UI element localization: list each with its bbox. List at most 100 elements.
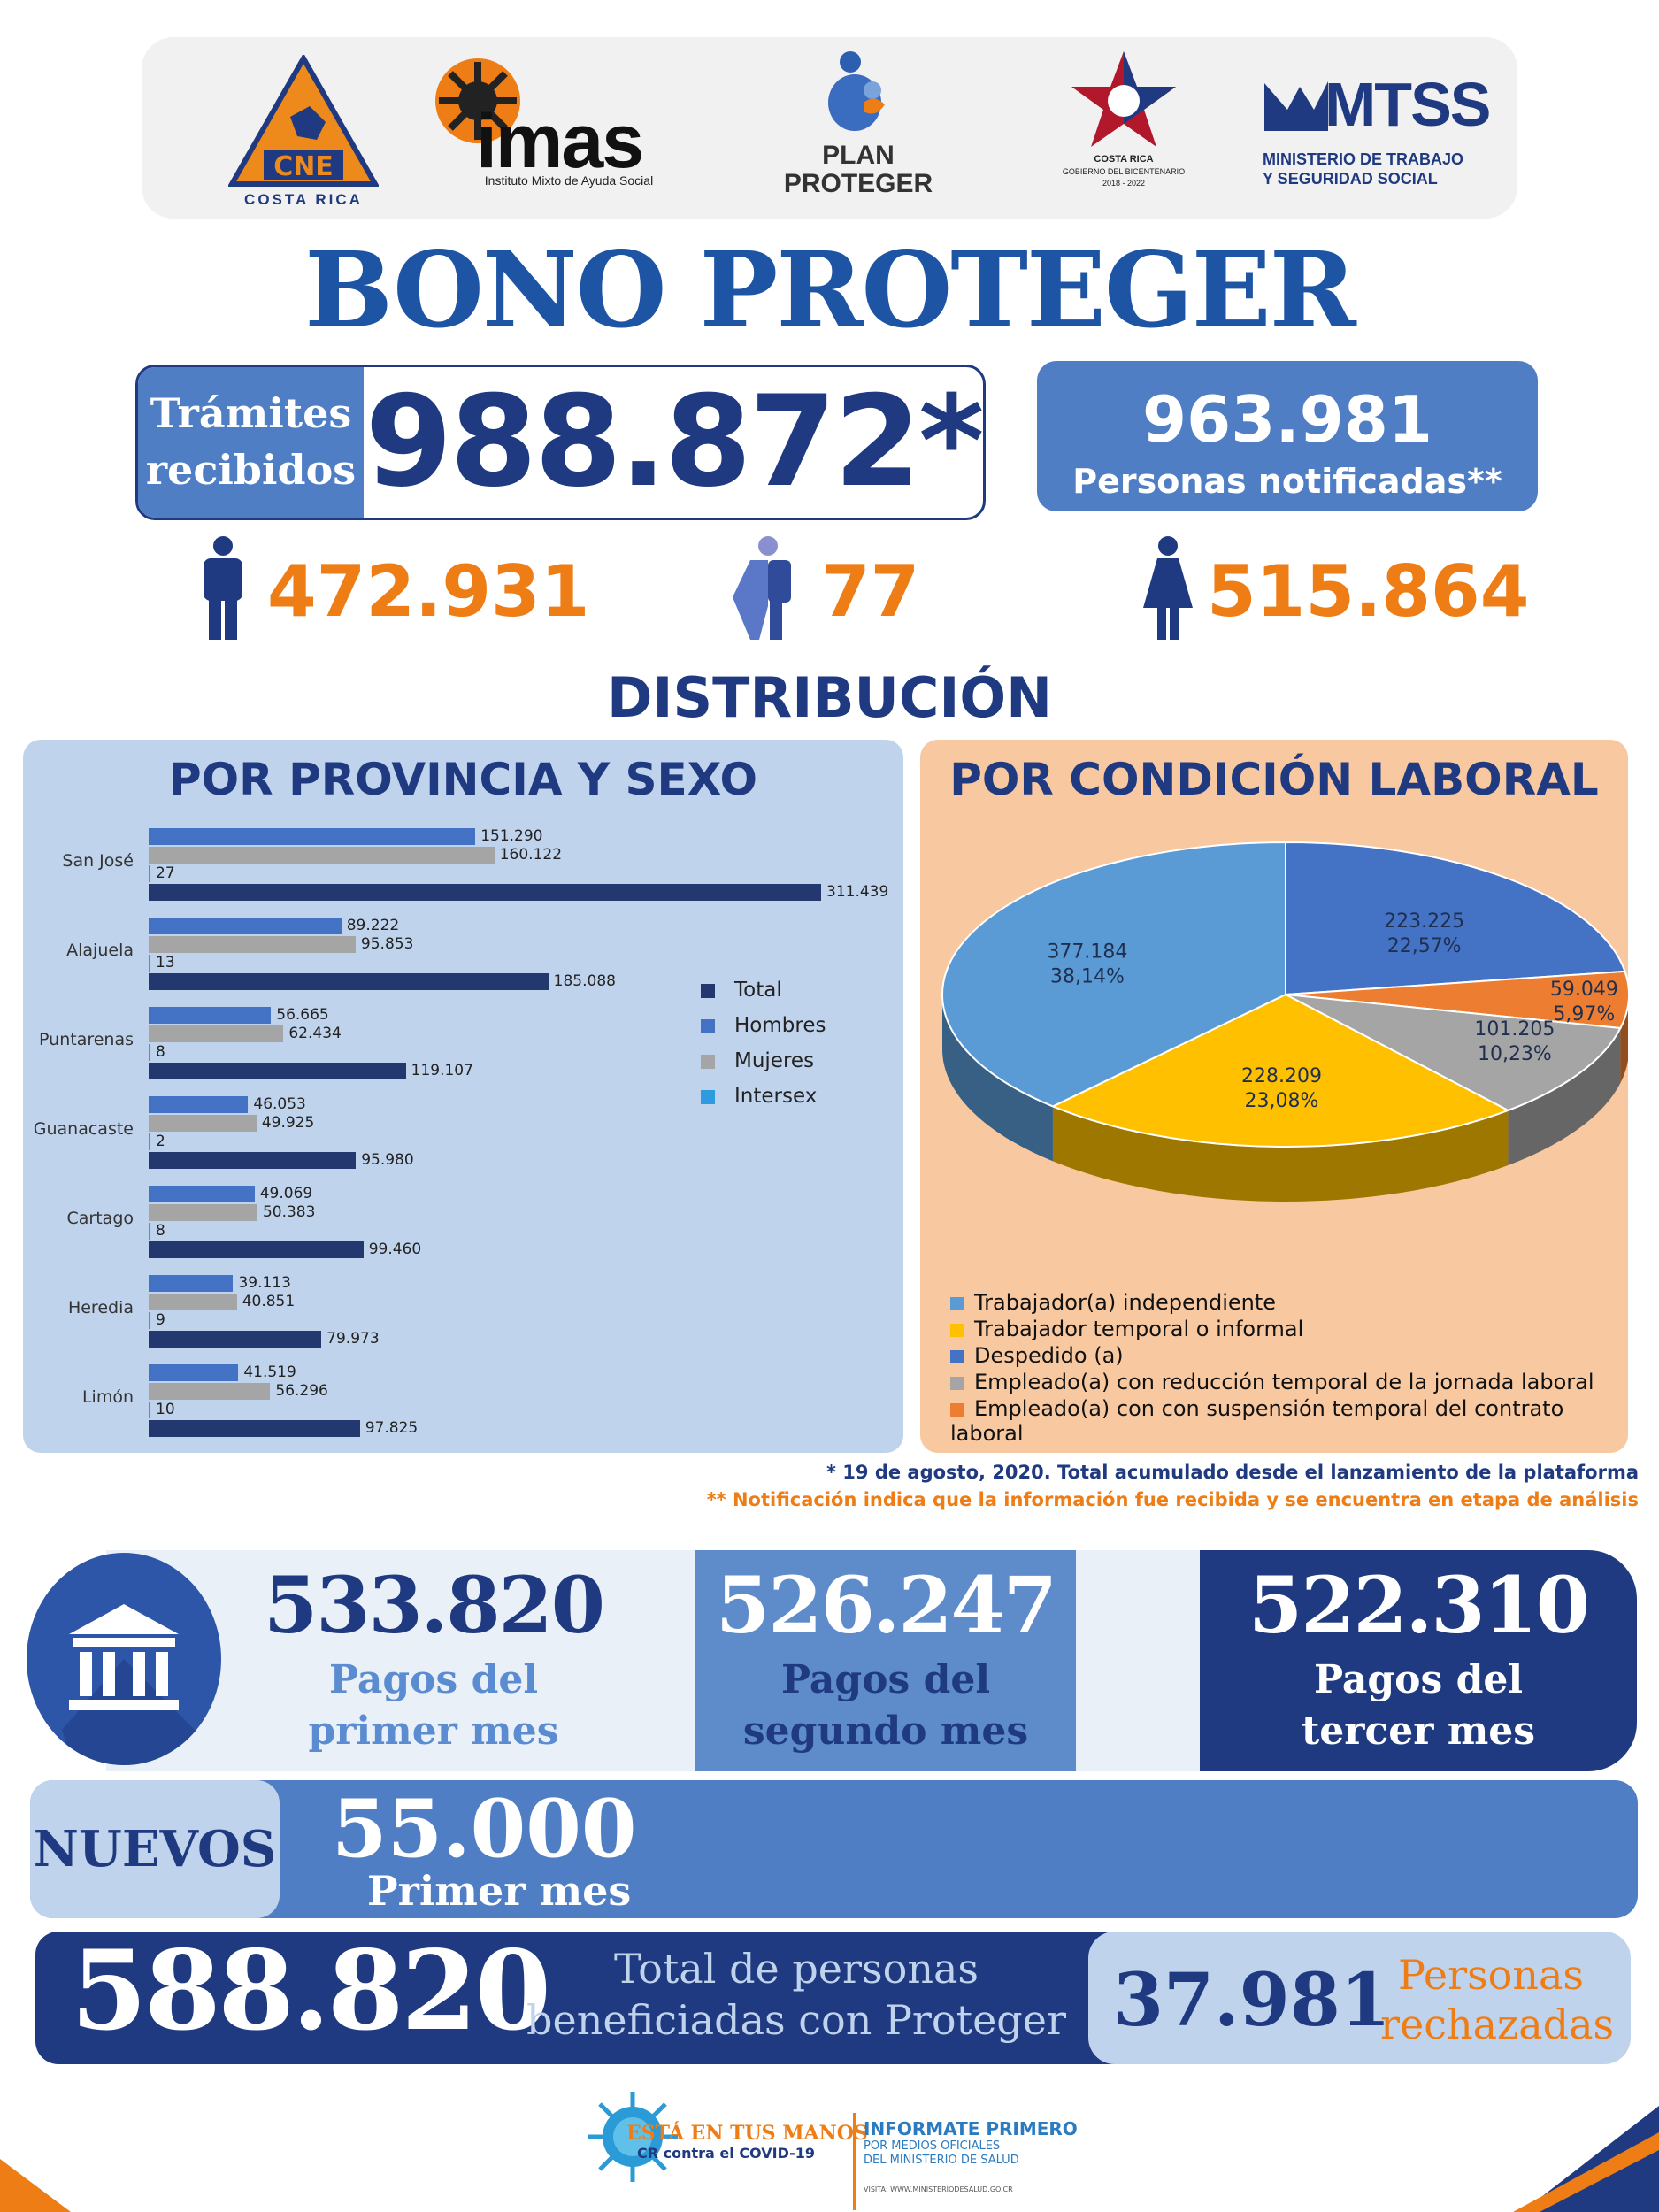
rechazadas-box — [1088, 1932, 1631, 2064]
bar-mujeres — [149, 1294, 237, 1310]
pie-legend-temporal: Trabajador temporal o informal — [950, 1317, 1303, 1341]
bar-value-label: 10 — [156, 1401, 175, 1418]
notificadas-label: Personas notificadas** — [1072, 462, 1502, 501]
bar-mujeres — [149, 1204, 257, 1221]
bar-intersex — [149, 1312, 150, 1329]
legend-intersex-label: Intersex — [734, 1085, 818, 1108]
bar-value-label: 99.460 — [368, 1240, 422, 1258]
plan-line2: PROTEGER — [783, 169, 933, 198]
pie-slice — [941, 841, 1286, 1108]
legend-mujeres: Mujeres — [701, 1049, 814, 1072]
pie-percent-label: 22,57% — [1387, 935, 1462, 957]
payment-third-value: 522.310 — [1248, 1559, 1590, 1651]
bar-value-label: 160.122 — [499, 846, 563, 864]
pie-percent-label: 5,97% — [1553, 1003, 1615, 1025]
bar-value-label: 40.851 — [242, 1293, 296, 1310]
pie-legend-despedido-swatch — [950, 1349, 964, 1363]
province-label: Heredia — [67, 1298, 134, 1317]
imas-logo: imas Instituto Mixto de Ayuda Social — [432, 55, 671, 196]
payment-third-panel — [1200, 1550, 1637, 1771]
bar-value-label: 8 — [156, 1043, 165, 1061]
plan-proteger-logo: PLAN PROTEGER — [770, 50, 947, 209]
notificadas-card: 963.981 Personas notificadas** — [1037, 361, 1538, 511]
bar-intersex — [149, 1402, 150, 1418]
women-count: 515.864 — [1207, 550, 1530, 633]
info-line2: DEL MINISTERIO DE SALUD — [864, 2154, 1019, 2167]
province-chart-title: POR PROVINCIA Y SEXO — [169, 754, 757, 805]
bar-value-label: 56.296 — [275, 1382, 328, 1400]
nuevos-label: NUEVOS — [33, 1820, 277, 1878]
tramites-label-line1: Trámites — [150, 389, 352, 437]
bar-total — [149, 884, 821, 901]
info-url: VISITA: WWW.MINISTERIODESALUD.GO.CR — [864, 2185, 1013, 2193]
payment-second-line2: segundo mes — [742, 1709, 1029, 1754]
legend-mujeres-swatch — [701, 1054, 715, 1069]
imas-sun-icon — [435, 58, 520, 143]
province-label: Alajuela — [66, 941, 134, 960]
notificadas-value: 963.981 — [1142, 382, 1432, 457]
footnote-date: * 19 de agosto, 2020. Total acumulado de… — [826, 1462, 1639, 1483]
total-label-line1: Total de personas — [614, 1945, 979, 1993]
rechazadas-label: Personas rechazadas — [1380, 1950, 1614, 2049]
bar-mujeres — [149, 847, 495, 864]
payment-third-label: Pagos del tercer mes — [1200, 1655, 1637, 1757]
province-label: Puntarenas — [39, 1030, 134, 1049]
family-icon — [828, 51, 885, 131]
bar-value-label: 13 — [156, 954, 175, 972]
bar-value-label: 46.053 — [253, 1095, 306, 1113]
rechazadas-value: 37.981 — [1113, 1958, 1391, 2043]
bar-total — [149, 973, 549, 990]
pie-legend-temporal-swatch — [950, 1323, 964, 1337]
intersex-count: 77 — [821, 550, 920, 633]
mtss-line2: Y SEGURIDAD SOCIAL — [1263, 170, 1438, 188]
bicentenario-star-icon — [1071, 51, 1176, 147]
info-line1: POR MEDIOS OFICIALES — [864, 2139, 1001, 2153]
province-label: Cartago — [66, 1209, 134, 1228]
bar-value-label: 39.113 — [238, 1274, 291, 1292]
footnote-notification: ** Notificación indica que la informació… — [706, 1489, 1639, 1510]
bank-icon — [62, 1604, 221, 1765]
rechazadas-line1: Personas — [1397, 1951, 1585, 1999]
legend-total-label: Total — [734, 979, 782, 1002]
pie-value-label: 377.184 — [1047, 941, 1127, 963]
gobierno-logo: COSTA RICA GOBIERNO DEL BICENTENARIO 201… — [1053, 50, 1194, 209]
legend-total-swatch — [701, 983, 715, 998]
province-label: Guanacaste — [33, 1119, 134, 1139]
bar-value-label: 56.665 — [276, 1006, 329, 1024]
pie-slice — [1285, 994, 1622, 1112]
cne-triangle-icon: CNE — [227, 52, 380, 187]
tramites-label-panel — [138, 367, 364, 518]
total-beneficiadas-value: 588.820 — [71, 1927, 551, 2055]
province-chart-panel: POR PROVINCIA Y SEXO San José 151.290 160.… — [23, 740, 903, 1453]
legend-intersex-swatch — [701, 1089, 715, 1104]
bar-hombres — [149, 1275, 234, 1292]
payment-second-panel — [695, 1550, 1076, 1771]
bar-hombres — [149, 828, 476, 845]
tramites-card: Trámites recibidos 988.872* — [135, 365, 986, 520]
pie-percent-label: 10,23% — [1478, 1043, 1552, 1065]
pie-slice-side — [1052, 1106, 1509, 1202]
bar-value-label: 41.519 — [243, 1363, 296, 1381]
pie-value-label: 223.225 — [1384, 910, 1464, 933]
payment-gap — [1076, 1550, 1200, 1771]
pie-legend-despedido: Despedido (a) — [950, 1343, 1124, 1368]
total-label-line2: beneficiadas con Proteger — [526, 1996, 1066, 2044]
bar-intersex — [149, 1223, 150, 1240]
footer-divider — [853, 2113, 856, 2210]
campaign-line2: CR contra el COVID-19 — [637, 2145, 816, 2162]
nuevos-bar — [30, 1780, 1638, 1918]
pie-value-label: 101.205 — [1474, 1018, 1555, 1041]
info-title: INFORMATE PRIMERO — [864, 2118, 1078, 2139]
bar-value-label: 151.290 — [480, 827, 543, 845]
bar-hombres — [149, 1007, 272, 1024]
bar-value-label: 95.980 — [361, 1151, 414, 1169]
cne-logo: CNE COSTA RICA — [227, 52, 380, 209]
bar-value-label: 49.069 — [259, 1185, 313, 1202]
gobierno-line2: GOBIERNO DEL BICENTENARIO — [1062, 167, 1186, 176]
payment-second-label: Pagos del segundo mes — [695, 1655, 1076, 1757]
pie-value-label: 228.209 — [1241, 1065, 1322, 1087]
bar-mujeres — [149, 1115, 257, 1132]
nuevos-value: 55.000 — [332, 1782, 637, 1876]
bar-value-label: 50.383 — [262, 1203, 316, 1221]
